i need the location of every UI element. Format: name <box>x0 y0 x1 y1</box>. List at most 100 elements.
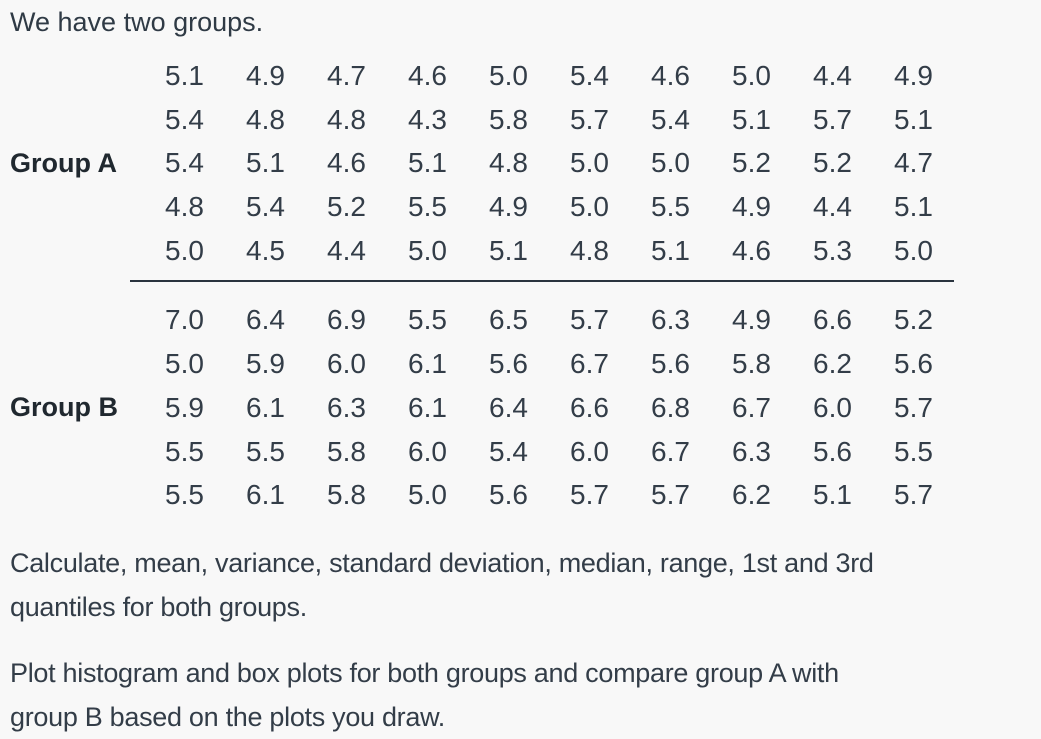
data-value: 5.5 <box>651 191 690 223</box>
data-value: 4.9 <box>246 60 285 91</box>
data-value: 5.0 <box>408 234 447 266</box>
data-value: 5.1 <box>894 191 933 223</box>
data-value: 6.6 <box>570 391 609 423</box>
data-value: 5.5 <box>408 191 447 223</box>
data-value: 5.0 <box>651 147 690 179</box>
group-divider-line <box>130 280 954 283</box>
data-value: 5.7 <box>894 391 933 423</box>
data-value: 4.9 <box>489 191 528 223</box>
calculate-instruction-line-1: Calculate, mean, variance, standard devi… <box>10 547 874 578</box>
data-value: 6.7 <box>570 348 609 380</box>
data-value: 6.5 <box>489 304 528 336</box>
data-value: 4.5 <box>246 234 285 266</box>
data-value: 5.4 <box>570 60 609 91</box>
data-value: 5.0 <box>570 191 609 223</box>
data-value: 5.1 <box>489 234 528 266</box>
calculate-instruction: Calculate, mean, variance, standard devi… <box>10 541 1041 629</box>
data-value: 4.4 <box>813 60 852 91</box>
data-value: 6.3 <box>651 304 690 336</box>
data-value: 4.7 <box>327 60 366 91</box>
data-value: 4.6 <box>327 147 366 179</box>
data-value: 5.0 <box>570 147 609 179</box>
data-value: 5.8 <box>489 103 528 135</box>
data-value: 5.3 <box>813 234 852 266</box>
data-value: 5.1 <box>651 234 690 266</box>
data-value: 6.2 <box>732 479 771 511</box>
data-value: 5.2 <box>327 191 366 223</box>
data-value: 6.1 <box>246 391 285 423</box>
data-value: 5.1 <box>894 103 933 135</box>
data-value: 6.4 <box>489 391 528 423</box>
calculate-instruction-line-2: quantiles for both groups. <box>10 591 307 622</box>
data-value: 6.3 <box>327 391 366 423</box>
data-value: 4.3 <box>408 103 447 135</box>
data-value: 5.6 <box>489 479 528 511</box>
group-grid-b: Group B 7.0 6.4 6.9 5.5 6.5 5.7 6.3 4.9 6.6 5.2 5.0… <box>10 298 1041 516</box>
data-value: 5.7 <box>813 103 852 135</box>
data-value: 5.4 <box>651 103 690 135</box>
data-value: 6.2 <box>813 348 852 380</box>
data-value: 6.1 <box>408 348 447 380</box>
group-label: Group B <box>10 392 118 423</box>
data-value: 6.0 <box>408 435 447 467</box>
data-value: 6.0 <box>327 348 366 380</box>
data-value: 6.1 <box>408 391 447 423</box>
data-value: 5.6 <box>489 348 528 380</box>
slide: We have two groups. Group A 5.1 4.9 4.7 4.6 5… <box>10 7 1041 732</box>
data-value: 4.8 <box>165 191 204 223</box>
data-value: 4.9 <box>732 191 771 223</box>
data-value: 5.7 <box>570 479 609 511</box>
data-value: 5.7 <box>651 479 690 511</box>
data-value: 5.1 <box>408 147 447 179</box>
data-value: 5.2 <box>894 304 933 336</box>
data-value: 5.5 <box>894 435 933 467</box>
data-value: 5.0 <box>165 348 204 380</box>
data-value: 5.5 <box>165 479 204 511</box>
data-value: 5.0 <box>408 479 447 511</box>
data-value: 5.6 <box>813 435 852 467</box>
data-value: 6.9 <box>327 304 366 336</box>
group-grid-a: Group A 5.1 4.9 4.7 4.6 5.0 5.4 4.6 5.0 4.4 4.9 5.4… <box>10 54 1041 272</box>
data-value: 6.3 <box>732 435 771 467</box>
data-value: 5.1 <box>732 103 771 135</box>
data-value: 7.0 <box>165 304 204 336</box>
data-value: 4.6 <box>651 60 690 91</box>
data-value: 5.0 <box>489 60 528 91</box>
data-value: 4.8 <box>489 147 528 179</box>
data-value: 4.9 <box>732 304 771 336</box>
data-value: 4.8 <box>570 234 609 266</box>
data-value: 5.8 <box>327 479 366 511</box>
data-value: 5.7 <box>894 479 933 511</box>
data-value: 6.6 <box>813 304 852 336</box>
data-value: 5.9 <box>165 391 204 423</box>
data-value: 4.8 <box>327 103 366 135</box>
data-value: 5.9 <box>246 348 285 380</box>
data-value: 6.7 <box>651 435 690 467</box>
data-value: 4.6 <box>408 60 447 91</box>
data-value: 5.4 <box>246 191 285 223</box>
plot-instruction: Plot histogram and box plots for both gr… <box>10 651 1041 739</box>
data-value: 5.7 <box>570 304 609 336</box>
data-value: 4.9 <box>894 60 933 91</box>
data-value: 5.2 <box>732 147 771 179</box>
data-value: 5.4 <box>489 435 528 467</box>
data-value: 5.0 <box>165 234 204 266</box>
group-label: Group A <box>10 147 117 178</box>
plot-instruction-line-1: Plot histogram and box plots for both gr… <box>10 657 839 688</box>
data-value: 5.5 <box>165 435 204 467</box>
intro-text: We have two groups. <box>10 7 264 37</box>
data-value: 6.4 <box>246 304 285 336</box>
data-value: 5.5 <box>246 435 285 467</box>
data-value: 4.4 <box>813 191 852 223</box>
data-value: 4.4 <box>327 234 366 266</box>
data-value: 5.8 <box>327 435 366 467</box>
data-value: 5.6 <box>894 348 933 380</box>
data-value: 5.1 <box>246 147 285 179</box>
data-value: 5.2 <box>813 147 852 179</box>
data-value: 5.1 <box>813 479 852 511</box>
data-value: 5.4 <box>165 103 204 135</box>
data-value: 5.0 <box>732 60 771 91</box>
data-value: 4.6 <box>732 234 771 266</box>
data-value: 5.5 <box>408 304 447 336</box>
data-value: 5.6 <box>651 348 690 380</box>
